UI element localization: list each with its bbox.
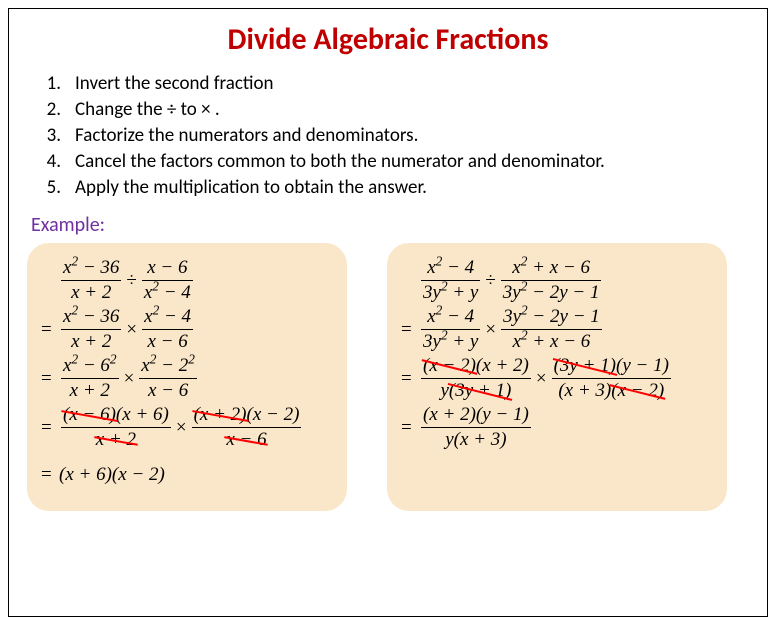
step-text: Cancel the factors common to both the nu… [75,150,605,173]
cancelled-term: (3y + 1) [554,355,616,377]
equation-row: = x2 − 36x + 2 × x2 − 4x − 6 [41,306,333,353]
cancelled-term: (x − 6) [63,404,116,426]
equation-row: = (x − 6)(x + 6) x + 2 × (x + 2)(x − 2) … [41,404,333,451]
step-item: 2. Change the ÷ to × . [33,98,749,121]
example-box-2: x2 − 43y2 + y ÷ x2 + x − 63y2 − 2y − 1 =… [387,243,727,511]
step-text: Invert the second fraction [75,72,273,95]
step-item: 4. Cancel the factors common to both the… [33,150,749,173]
equation-row: = (x − 2)(x + 2) y(3y + 1) × (3y + 1)(y … [401,355,713,402]
step-number: 2. [33,98,61,121]
step-number: 4. [33,150,61,173]
step-number: 1. [33,72,61,95]
example-label: Example: [31,213,749,237]
steps-list: 1. Invert the second fraction 2. Change … [33,72,749,199]
step-item: 5. Apply the multiplication to obtain th… [33,176,749,199]
step-text: Apply the multiplication to obtain the a… [75,176,427,199]
equation-row: x2 − 43y2 + y ÷ x2 + x − 63y2 − 2y − 1 [401,257,713,304]
cancelled-term: (3y + 1) [449,380,511,402]
equation-row: = x2 − 43y2 + y × 3y2 − 2y − 1x2 + x − 6 [401,306,713,353]
equation-row: x2 − 36x + 2 ÷ x − 6x2 − 4 [41,257,333,304]
cancelled-term: (x − 2) [611,380,664,402]
example-box-1: x2 − 36x + 2 ÷ x − 6x2 − 4 = x2 − 36x + … [27,243,347,511]
result: (x + 6)(x − 2) [59,464,165,486]
step-text: Factorize the numerators and denominator… [75,124,418,147]
equation-row: = (x + 2)(y − 1) y(x + 3) [401,404,713,451]
step-number: 3. [33,124,61,147]
cancelled-term: x − 6 [226,429,266,451]
equation-row: = x2 − 62x + 2 × x2 − 22x − 6 [41,355,333,402]
page-title: Divide Algebraic Fractions [27,21,749,58]
step-item: 1. Invert the second fraction [33,72,749,95]
step-item: 3. Factorize the numerators and denomina… [33,124,749,147]
document-page: Divide Algebraic Fractions 1. Invert the… [8,8,768,617]
cancelled-term: (x + 2) [194,404,247,426]
examples-container: x2 − 36x + 2 ÷ x − 6x2 − 4 = x2 − 36x + … [27,243,749,511]
step-number: 5. [33,176,61,199]
equation-row: = (x + 6)(x − 2) [41,453,333,497]
step-text: Change the ÷ to × . [75,98,220,121]
cancelled-term: x + 2 [96,429,136,451]
cancelled-term: (x − 2) [423,355,476,377]
